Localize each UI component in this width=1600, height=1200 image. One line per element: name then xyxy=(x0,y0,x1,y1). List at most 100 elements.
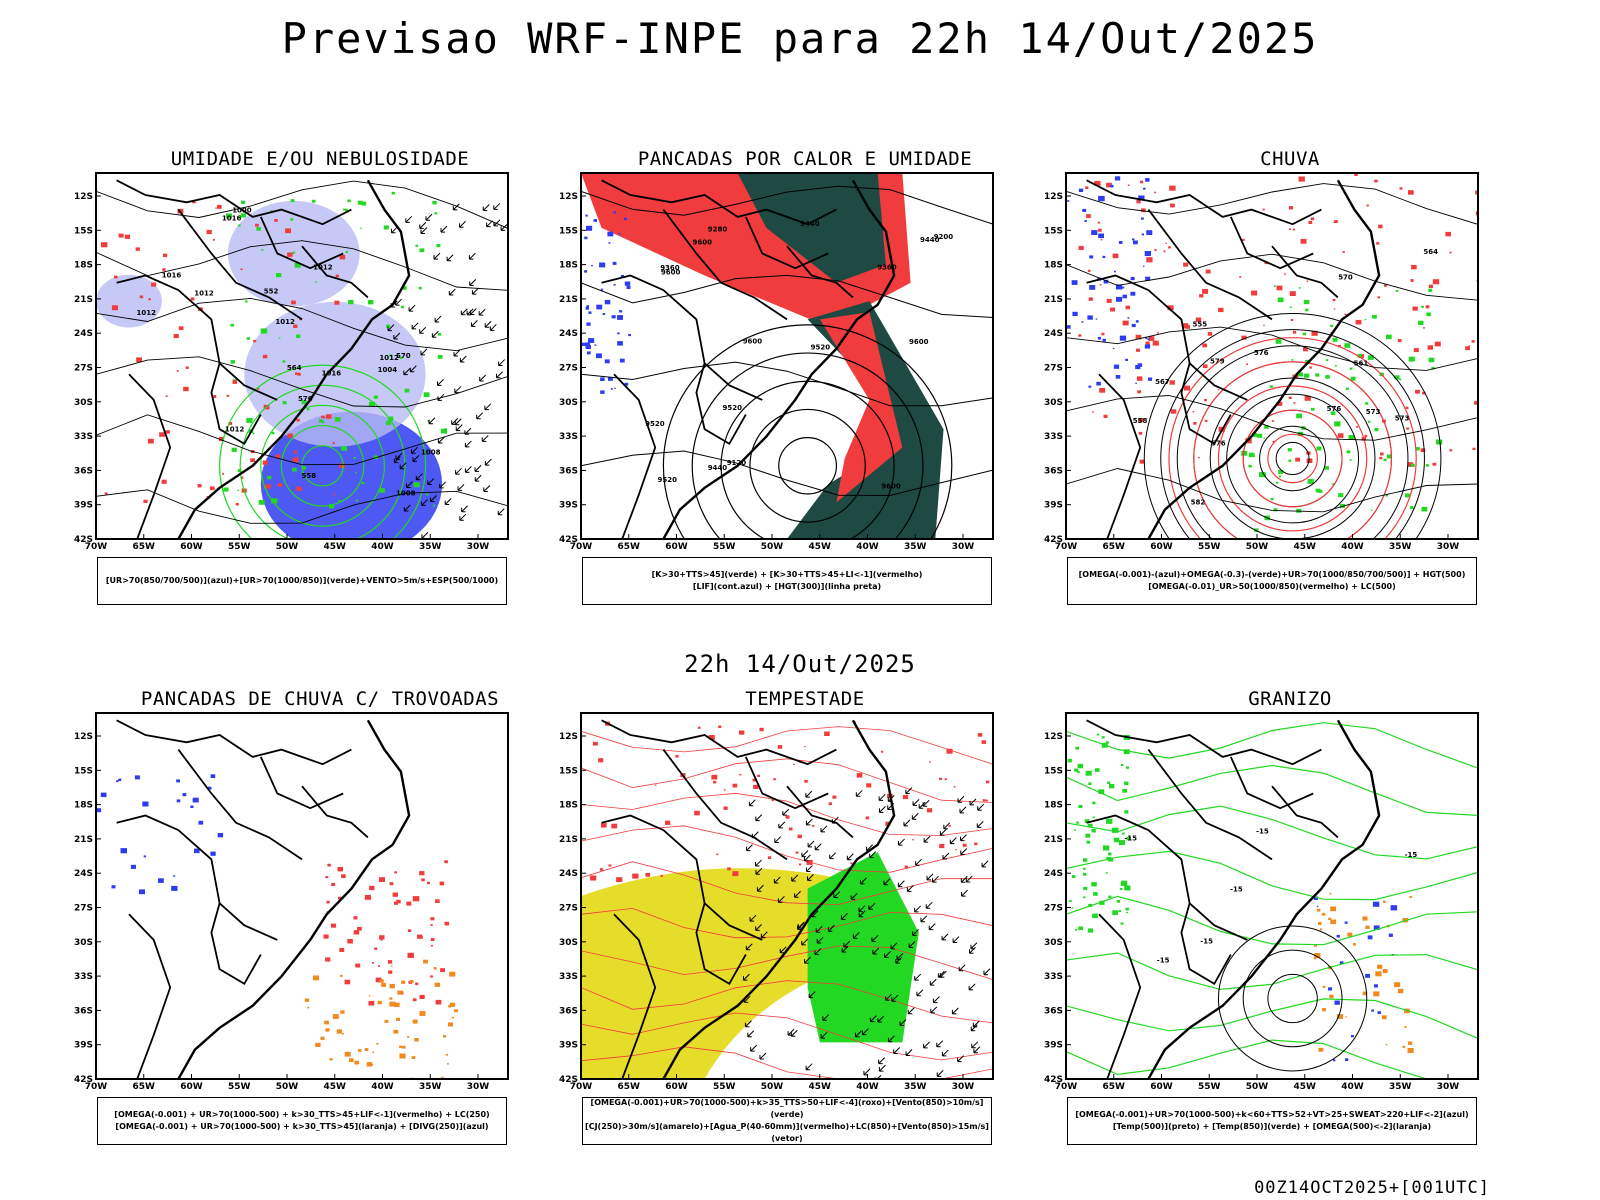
lon-label: 60W xyxy=(1150,542,1173,552)
lat-label: 30S xyxy=(559,938,578,948)
temp850-contour xyxy=(1108,852,1112,856)
precip-area xyxy=(1092,411,1094,413)
lon-label: 70W xyxy=(1055,1082,1078,1092)
weak-omega-area xyxy=(1084,220,1087,222)
thickness-contour xyxy=(124,234,130,239)
precipitable-water-contour xyxy=(985,780,990,784)
weak-omega-area xyxy=(1130,291,1136,296)
thickness-contour xyxy=(262,460,268,465)
wind850-vector xyxy=(914,905,922,913)
lat-label: 21S xyxy=(74,835,93,845)
temp850-contour xyxy=(1067,758,1072,763)
wind850-vector xyxy=(957,1055,964,1063)
precipitable-water-contour xyxy=(981,740,987,744)
temp850-contour xyxy=(1091,882,1097,887)
precip-area xyxy=(1246,363,1248,366)
temp850-contour xyxy=(1075,746,1079,750)
weak-omega-area xyxy=(1131,323,1136,328)
run-stamp: 00Z14OCT2025+[001UTC] xyxy=(1254,1178,1490,1198)
lifted-index-contour xyxy=(628,333,631,337)
wind850-vector xyxy=(756,884,764,892)
precip-area xyxy=(1342,251,1345,253)
strong-omega-area xyxy=(1248,452,1255,458)
omega500-area xyxy=(1408,1041,1413,1045)
lc850-contour xyxy=(581,861,993,906)
shower-area xyxy=(358,1049,362,1052)
thickness-contour xyxy=(148,298,151,301)
shower-area xyxy=(329,1058,333,1061)
weak-omega-area xyxy=(1122,286,1125,289)
lc850-contour xyxy=(581,792,993,836)
wind-vector xyxy=(455,424,463,432)
strong-omega-area xyxy=(1425,464,1429,467)
wind850-vector xyxy=(808,991,816,999)
thickness-contour xyxy=(339,255,346,260)
thunderstorm-area xyxy=(435,999,442,1005)
lat-label: 15S xyxy=(559,226,578,236)
wind-vector xyxy=(431,330,439,338)
contour-label: 555 xyxy=(1193,320,1208,328)
precip-area xyxy=(1087,269,1091,272)
lifted-index-contour xyxy=(585,307,589,310)
precip-area xyxy=(1311,330,1318,336)
hail-area xyxy=(1351,1035,1354,1038)
omega500-area xyxy=(1318,922,1322,925)
hgt300-contour xyxy=(749,408,866,523)
temp850-contour xyxy=(1082,872,1087,876)
wind850-vector xyxy=(916,989,924,997)
divergence-area xyxy=(192,797,199,803)
strong-omega-area xyxy=(1316,446,1322,451)
lon-label: 35W xyxy=(419,1082,442,1092)
strong-omega-area xyxy=(1277,297,1284,303)
weak-omega-area xyxy=(1145,178,1150,182)
low-humidity-contour xyxy=(261,249,264,251)
shower-area xyxy=(324,1020,329,1025)
state-border xyxy=(1229,216,1314,270)
precip-area xyxy=(1088,297,1093,301)
wind-vector xyxy=(493,203,501,210)
temp850-contour xyxy=(1091,828,1096,833)
thunderstorm-area xyxy=(347,939,353,944)
divergence-area xyxy=(171,885,178,891)
precip-area xyxy=(1195,317,1202,322)
thickness-contour xyxy=(275,454,281,459)
hail-area xyxy=(1367,935,1373,940)
divergence-area xyxy=(118,778,122,781)
lifted-index-contour xyxy=(613,284,616,286)
low-humidity-contour xyxy=(271,431,275,435)
wind-vector xyxy=(486,220,493,228)
precip-area xyxy=(1413,348,1419,353)
contour-label: 9600 xyxy=(693,239,713,247)
wind-vector xyxy=(471,287,479,295)
omega500-area xyxy=(1397,988,1404,994)
shower-area xyxy=(354,1060,359,1065)
strong-omega-area xyxy=(1254,528,1259,532)
wind850-vector xyxy=(814,843,822,851)
precip-area xyxy=(1405,406,1409,409)
thunderstorm-area xyxy=(419,871,425,876)
thickness-contour xyxy=(232,380,237,384)
strong-omega-area xyxy=(1325,375,1330,379)
wind-vector xyxy=(461,505,468,513)
weak-omega-area xyxy=(1114,176,1121,181)
precipitable-water-contour xyxy=(777,745,783,749)
weak-omega-area xyxy=(1130,276,1135,281)
lon-label: 40W xyxy=(1341,542,1364,552)
map-frame xyxy=(1065,172,1479,540)
weak-omega-area xyxy=(1088,385,1092,388)
thunderstorm-area xyxy=(323,934,329,939)
contour-label: 1008 xyxy=(421,449,441,457)
contour-label: 9360 xyxy=(660,264,680,272)
omega500-area xyxy=(1329,892,1332,895)
wind850-vector xyxy=(912,798,920,806)
thickness-contour xyxy=(339,463,345,469)
divergence-area xyxy=(210,774,216,778)
precip-area xyxy=(1333,221,1336,223)
precipitable-water-contour xyxy=(753,784,759,789)
shower-area xyxy=(389,997,393,1000)
contour-label: -15 xyxy=(1200,938,1213,946)
lc850-contour xyxy=(581,980,993,1024)
thunderstorm-area xyxy=(368,1000,375,1006)
temp850-contour xyxy=(1096,733,1100,736)
